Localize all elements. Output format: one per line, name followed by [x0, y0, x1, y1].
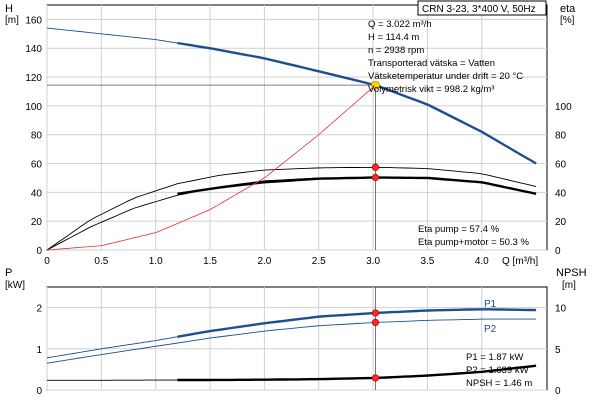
top-tick-labels: 0 0.5 1.0 1.5 2.0 2.5 3.0 3.5 4.0 0 20 40 60 80 100 120… [25, 15, 572, 267]
curve-system [46, 84, 376, 251]
y-left-tick-label: 0 [36, 246, 42, 257]
y-left-tick-label: 60 [31, 160, 43, 171]
x-tick-label: 0.5 [94, 256, 108, 267]
bottom-duty-points [371, 287, 380, 390]
y-left-tick-label: 2 [36, 304, 42, 315]
power-npsh-panel: 0 1 2 0 5 10 P [kW] NPSH [m] P1 P2 P1 = 1.87 … [5, 267, 587, 397]
duty-point-eta [371, 173, 380, 182]
info-line: n = 2938 rpm [368, 45, 424, 56]
x-tick-label: 0 [44, 256, 50, 267]
x-axis-label: Q [m³/h] [502, 256, 538, 267]
y-left-tick-label: 120 [25, 73, 42, 84]
power-notes: P1 = 1.87 kW P2 = 1.639 kW NPSH = 1.46 m [466, 352, 532, 389]
curve-p2 [46, 318, 537, 364]
info-line: Transporterad vätska = Vatten [368, 58, 495, 69]
bottom-tick-labels: 0 1 2 0 5 10 [36, 304, 566, 397]
y-left-tick-label: 100 [25, 102, 42, 113]
y-left-tick-label: 160 [25, 15, 42, 26]
y-right-tick-label: 0 [555, 246, 561, 257]
x-tick-label: 1.5 [203, 256, 217, 267]
title-box-text: CRN 3-23, 3*400 V, 50Hz [422, 4, 536, 15]
curve-eta-pump-thin [46, 166, 537, 251]
duty-point-npsh [371, 374, 380, 382]
x-tick-label: 2.5 [312, 256, 326, 267]
y-right-unit: [%] [560, 15, 575, 26]
duty-point-p1 [371, 309, 380, 317]
top-duty-points [47, 80, 380, 250]
info-line: Q = 3.022 m³/h [368, 19, 432, 30]
eta-note: Eta pump+motor = 50.3 % [418, 237, 529, 248]
p-axis-label: P [5, 267, 12, 279]
y-right-tick-label: 100 [555, 102, 572, 113]
x-tick-label: 3.5 [420, 256, 434, 267]
y-left-tick-label: 140 [25, 44, 42, 55]
y-left-tick-label: 1 [36, 345, 42, 356]
eta-notes: Eta pump = 57.4 % Eta pump+motor = 50.3 … [418, 224, 529, 248]
y-right-tick-label: 5 [555, 345, 561, 356]
x-tick-label: 1.0 [149, 256, 163, 267]
curve-head-thin-segment [46, 27, 178, 44]
y-left-unit: [m] [5, 15, 19, 26]
x-tick-label: 3.0 [366, 256, 380, 267]
npsh-axis-unit: [m] [562, 280, 576, 291]
duty-point-p2 [371, 318, 380, 327]
title-box [417, 0, 547, 16]
top-curves [46, 27, 537, 251]
y-right-label: eta [560, 3, 576, 15]
y-right-tick-label: 40 [555, 188, 567, 199]
curve-npsh [177, 364, 537, 382]
curve-p1-thin-segment [46, 336, 178, 359]
bottom-curves [46, 308, 537, 382]
power-note: NPSH = 1.46 m [466, 378, 532, 389]
y-right-tick-label: 10 [555, 304, 567, 315]
curve-head [177, 41, 537, 165]
p1-series-label: P1 [484, 299, 497, 310]
p2-series-label: P2 [484, 324, 497, 335]
eta-note: Eta pump = 57.4 % [418, 224, 500, 235]
power-note: P1 = 1.87 kW [466, 352, 523, 363]
info-line: Volymetrisk vikt = 998.2 kg/m³ [368, 84, 494, 95]
curve-eta-pump-motor-thin [46, 177, 376, 251]
duty-point-head [371, 80, 380, 90]
y-left-tick-label: 80 [31, 131, 43, 142]
p-axis-unit: [kW] [5, 280, 25, 291]
curve-p1 [177, 308, 537, 338]
y-left-tick-label: 0 [36, 386, 42, 397]
y-right-tick-label: 0 [555, 386, 561, 397]
x-tick-label: 4.0 [475, 256, 489, 267]
y-left-tick-label: 40 [31, 188, 43, 199]
y-right-tick-label: 60 [555, 160, 567, 171]
y-left-label: H [5, 3, 13, 15]
y-left-tick-label: 20 [31, 217, 43, 228]
x-tick-label: 2.0 [257, 256, 271, 267]
power-note: P2 = 1.639 kW [466, 365, 529, 376]
y-right-tick-label: 80 [555, 131, 567, 142]
info-block: Q = 3.022 m³/h H = 114.4 m n = 2938 rpm … [368, 19, 523, 95]
npsh-axis-label: NPSH [556, 267, 587, 279]
info-line: Vätsketemperatur under drift = 20 °C [368, 71, 523, 82]
head-efficiency-panel: 0 0.5 1.0 1.5 2.0 2.5 3.0 3.5 4.0 0 20 40 60 80 100 120… [5, 0, 576, 267]
duty-point-eta [371, 163, 380, 171]
y-right-tick-label: 20 [555, 217, 567, 228]
info-line: H = 114.4 m [368, 32, 419, 43]
bottom-grid [46, 287, 547, 391]
